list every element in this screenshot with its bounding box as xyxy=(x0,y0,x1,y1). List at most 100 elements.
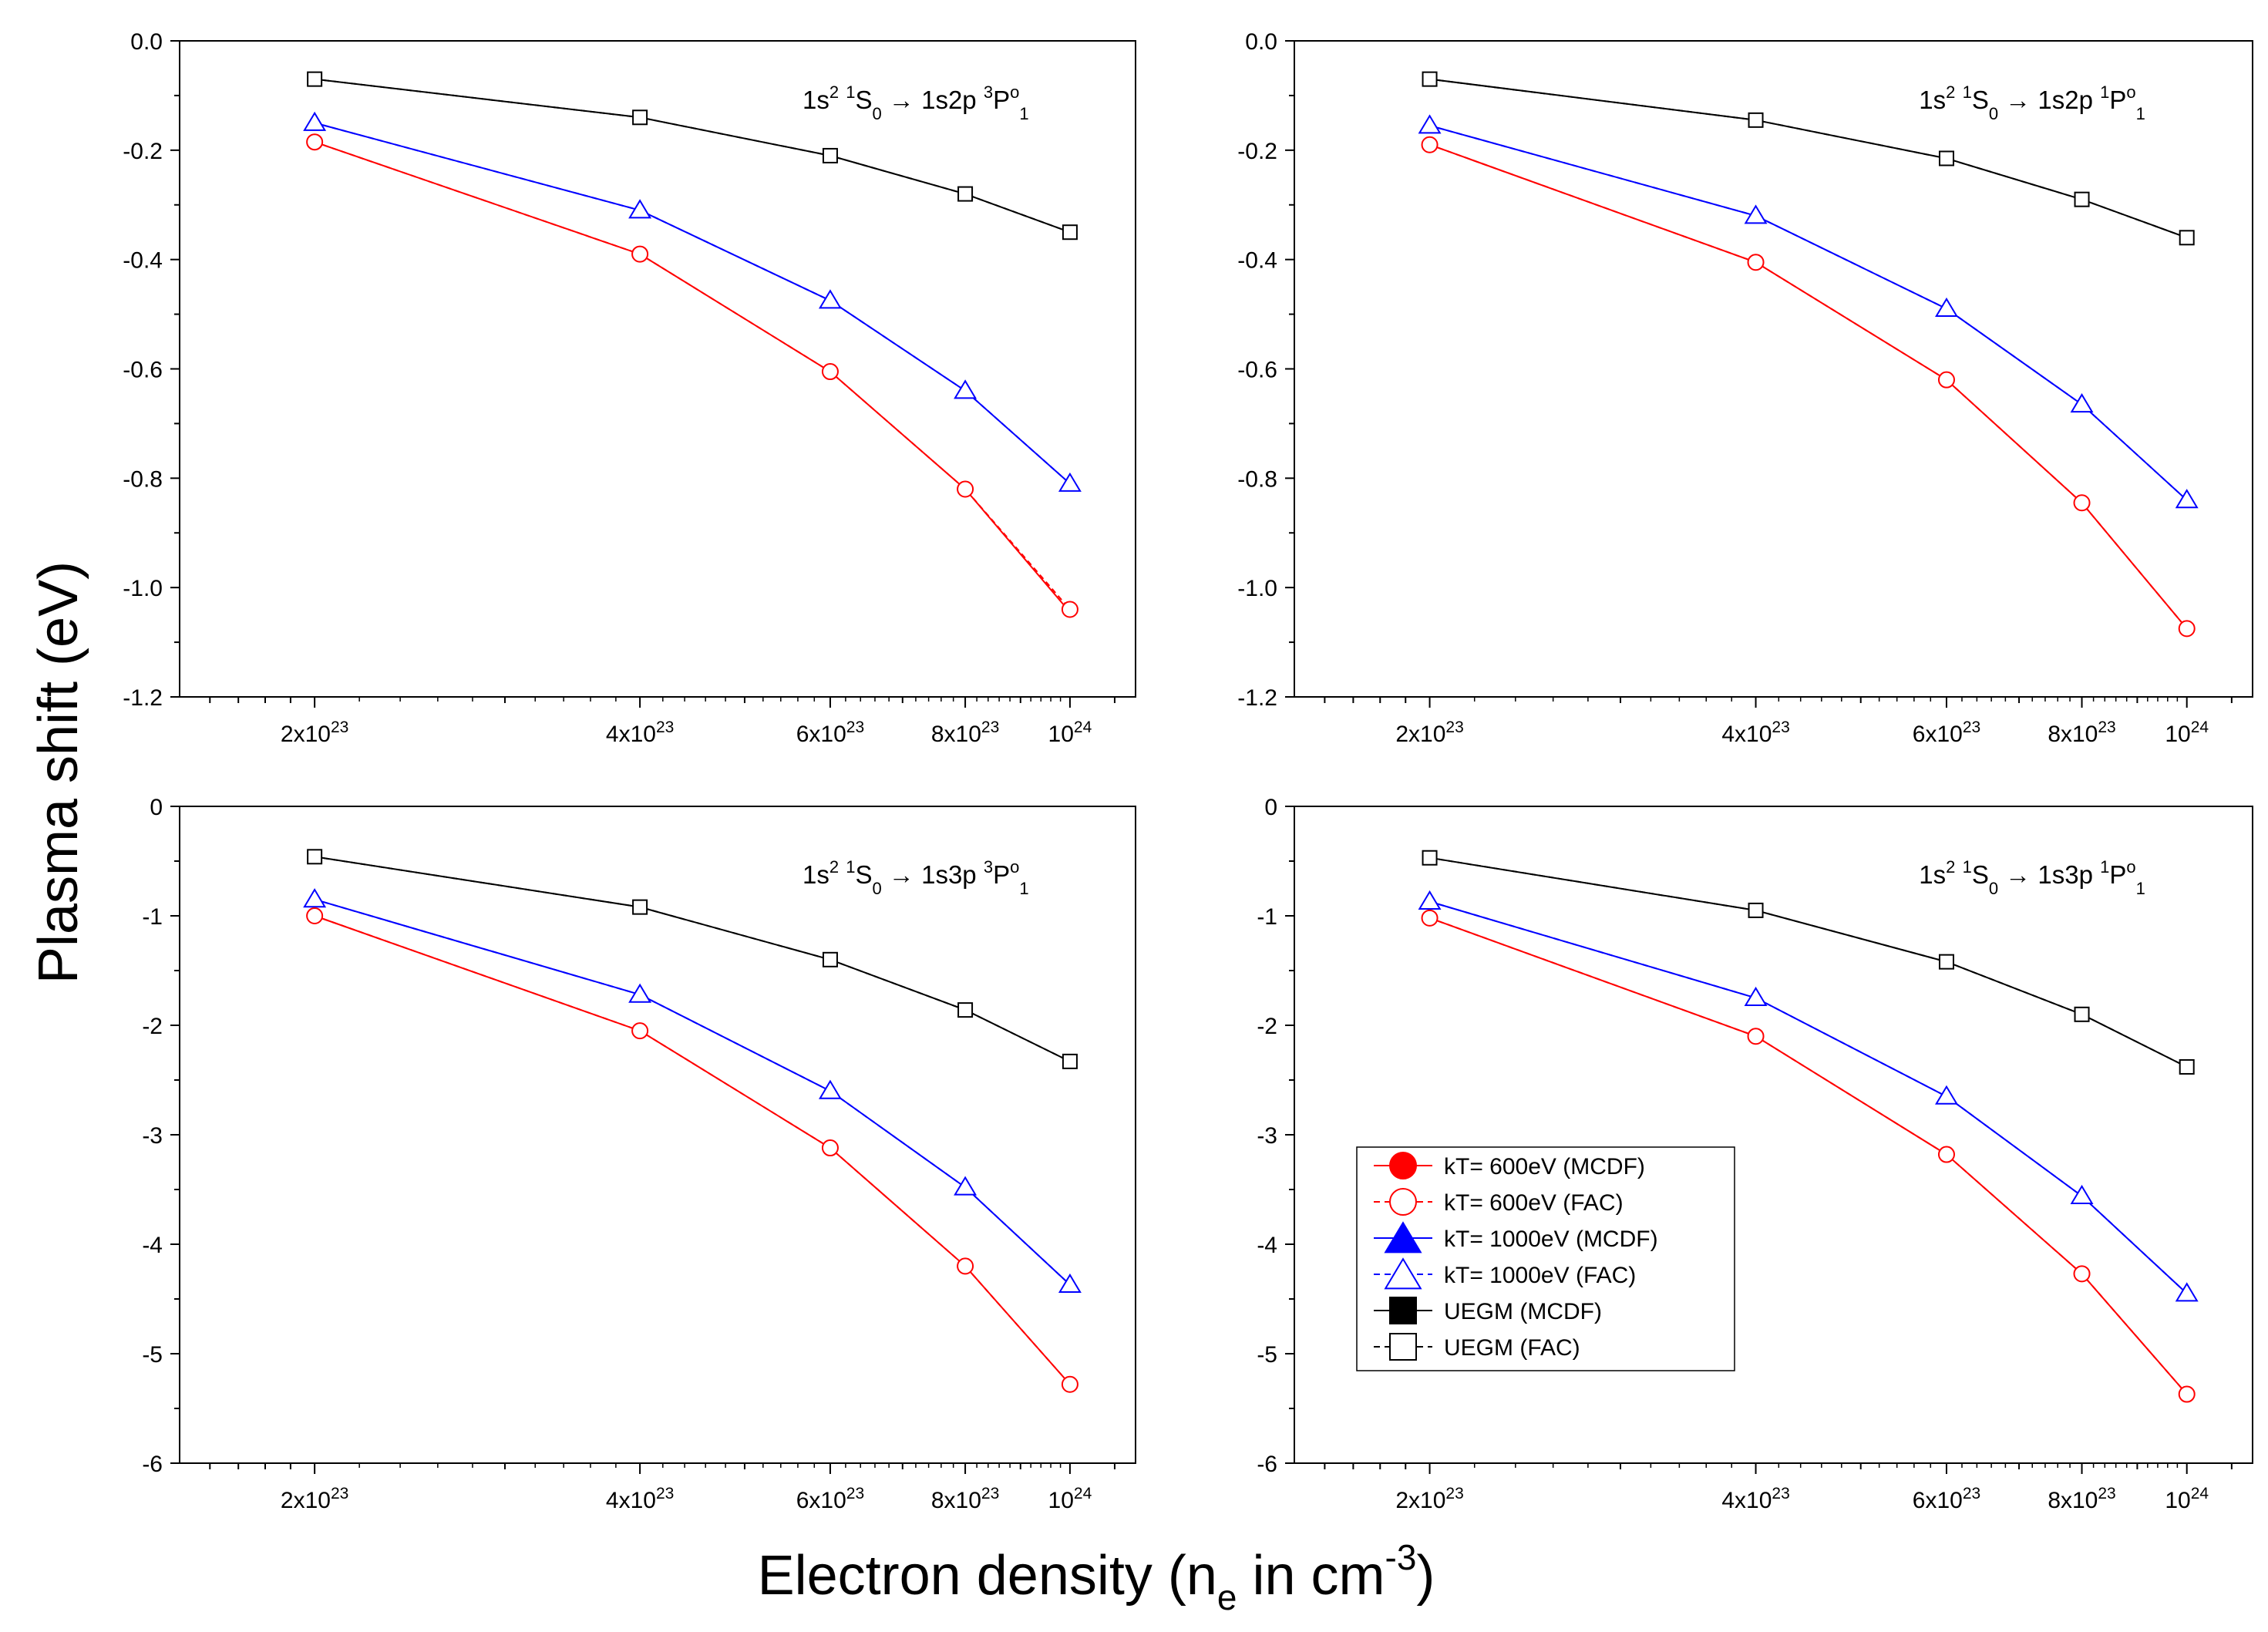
y-tick-label: 0 xyxy=(1264,795,1277,820)
y-tick-label: -0.8 xyxy=(1237,466,1277,492)
series-kt-1000ev-fac xyxy=(303,111,1082,492)
data-point xyxy=(303,111,327,131)
transition-label: 1s2​ 1​S0​ → 1s2p 3​Po​1​ xyxy=(803,82,1029,123)
data-point xyxy=(2070,392,2094,413)
data-point xyxy=(2178,1385,2196,1403)
data-point xyxy=(631,245,649,263)
series-line xyxy=(1429,917,2188,1395)
series-line xyxy=(1429,856,2188,1068)
data-point xyxy=(2175,489,2199,509)
y-tick-label: -1 xyxy=(1257,904,1277,930)
series-line xyxy=(1429,143,2188,630)
x-tick-label: 1024 xyxy=(1048,718,1092,747)
data-point xyxy=(1058,1273,1082,1294)
series-line xyxy=(314,141,1071,613)
data-point xyxy=(1748,112,1764,128)
legend-box xyxy=(1356,1146,1735,1371)
y-tick-label: -5 xyxy=(142,1342,163,1368)
data-point xyxy=(1935,1085,1958,1105)
legend-label: UEGM (FAC) xyxy=(1444,1335,1580,1361)
series-kt-1000ev-fac xyxy=(1418,890,2199,1302)
data-point xyxy=(1062,1053,1078,1069)
y-tick-label: -1.0 xyxy=(1237,576,1277,601)
data-point xyxy=(957,1257,974,1275)
y-tick-label: -1 xyxy=(142,904,163,930)
data-point xyxy=(2073,494,2091,512)
legend-entry: kT= 1000eV (FAC) xyxy=(1374,1257,1636,1290)
data-point xyxy=(1937,1146,1955,1163)
transition-label: 1s2​ 1​S0​ → 1s3p 1​Po​1​ xyxy=(1919,857,2145,898)
y-tick-label: -6 xyxy=(142,1452,163,1477)
data-point xyxy=(2179,1058,2195,1075)
data-point xyxy=(1061,1375,1078,1393)
data-point xyxy=(632,109,648,126)
panels: 0.0 -0.2 -0.4 -0.6 -0.8 -1.0 -1.2 2x1023 4x1023 6… xyxy=(123,29,2253,1513)
legend-label: kT= 600eV (FAC) xyxy=(1444,1190,1624,1216)
data-point xyxy=(2074,191,2090,207)
data-point xyxy=(2074,1006,2090,1022)
series-kt-600ev-mcdf xyxy=(314,141,1071,613)
y-axis-title: Plasma shift (eV) xyxy=(28,561,89,984)
x-tick-label: 8x1023 xyxy=(2048,718,2115,747)
plot-frame xyxy=(179,40,1136,698)
x-tick-label: 8x1023 xyxy=(2048,1485,2115,1513)
data-point xyxy=(1418,114,1442,134)
series-kt-1000ev-fac xyxy=(1418,114,2199,509)
x-tick-label: 4x1023 xyxy=(1721,718,1789,747)
series-uegm-fac xyxy=(307,71,1078,241)
series-line xyxy=(1429,856,2188,1068)
series-line xyxy=(1429,143,2188,630)
x-tick-label: 1024 xyxy=(2165,718,2209,747)
legend-marker xyxy=(1384,1257,1422,1290)
legend-marker xyxy=(1384,1221,1422,1253)
series-line xyxy=(1429,124,2188,501)
x-tick-label: 4x1023 xyxy=(1721,1485,1789,1513)
y-tick-label: -4 xyxy=(1257,1233,1277,1258)
y-tick-label: -5 xyxy=(1257,1342,1277,1368)
data-point xyxy=(1422,850,1438,866)
data-point xyxy=(307,849,323,865)
legend-entry: UEGM (MCDF) xyxy=(1374,1297,1602,1324)
data-point xyxy=(1744,204,1768,224)
series-line xyxy=(1429,124,2188,501)
y-tick-label: 0.0 xyxy=(1245,29,1277,55)
y-tick-label: -2 xyxy=(142,1014,163,1039)
data-point xyxy=(818,1079,842,1099)
data-point xyxy=(818,289,842,309)
data-point xyxy=(2070,1184,2094,1205)
y-tick-label: -0.8 xyxy=(123,466,163,492)
data-point xyxy=(1744,986,1768,1006)
data-point xyxy=(1938,954,1954,970)
series-kt-1000ev-mcdf xyxy=(1429,124,2188,501)
series-kt-1000ev-mcdf xyxy=(314,898,1071,1286)
legend-entry: kT= 600eV (MCDF) xyxy=(1374,1152,1645,1179)
data-point xyxy=(1061,601,1078,618)
y-tick-label: -3 xyxy=(1257,1123,1277,1149)
legend-label: kT= 600eV (MCDF) xyxy=(1444,1154,1645,1179)
transition-label: 1s2​ 1​S0​ → 1s2p 1​Po​1​ xyxy=(1919,82,2145,123)
data-point xyxy=(1421,909,1439,927)
y-tick-label: -2 xyxy=(1257,1014,1277,1039)
data-point xyxy=(1938,150,1954,167)
y-tick-label: -1.2 xyxy=(1237,685,1277,711)
series-kt-600ev-fac xyxy=(306,907,1078,1393)
data-point xyxy=(2175,1282,2199,1302)
series-line xyxy=(314,122,1071,485)
legend-entry: kT= 1000eV (MCDF) xyxy=(1374,1221,1658,1253)
panel-bottom-right: 0 -1 -2 -3 -4 -5 -6 2x1023 4x1023 6x1023 8x1023 102… xyxy=(1257,795,2253,1513)
x-tick-label: 1024 xyxy=(2165,1485,2209,1513)
x-tick-label: 2x1023 xyxy=(1395,1485,1463,1513)
legend-marker xyxy=(1389,1188,1417,1216)
data-point xyxy=(2073,1265,2091,1283)
data-point xyxy=(821,1139,839,1157)
y-tick-label: -0.2 xyxy=(1237,139,1277,164)
data-point xyxy=(1058,472,1082,492)
data-point xyxy=(1421,136,1439,153)
data-point xyxy=(628,983,652,1003)
x-tick-label: 8x1023 xyxy=(931,1485,999,1513)
panel-top-left: 0.0 -0.2 -0.4 -0.6 -0.8 -1.0 -1.2 2x1023 4x1023 6… xyxy=(123,29,1136,747)
plot-frame xyxy=(1294,40,2253,698)
data-point xyxy=(957,480,974,498)
data-point xyxy=(954,379,978,399)
y-tick-label: -0.4 xyxy=(123,248,163,274)
